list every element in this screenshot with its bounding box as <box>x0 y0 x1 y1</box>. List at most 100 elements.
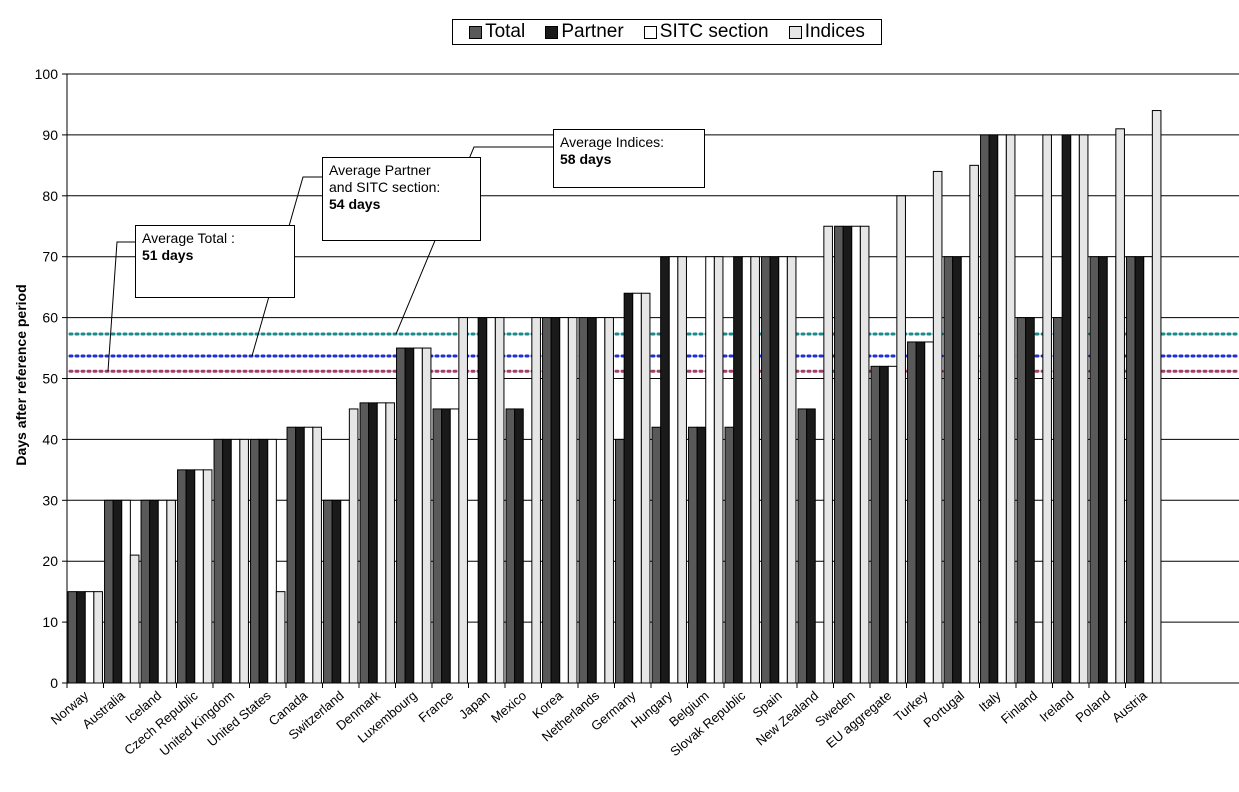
annotation-partner-text-1: Average Partner <box>329 162 431 178</box>
bar-sitc-section <box>194 469 204 684</box>
bar-total <box>286 426 297 684</box>
bar-indices <box>713 256 724 684</box>
bar-indices <box>969 164 979 684</box>
bar-sitc-section <box>413 347 423 684</box>
bar-total <box>1126 256 1136 684</box>
bar-indices <box>604 317 614 684</box>
y-tick-label: 30 <box>42 492 58 508</box>
bar-sitc-section <box>559 317 569 684</box>
bar-total <box>980 134 990 684</box>
bar-partner <box>222 438 232 684</box>
bar-sitc-section <box>376 402 387 684</box>
bar-partner <box>258 438 269 684</box>
bar-total <box>432 408 443 684</box>
bar-indices <box>93 591 103 684</box>
bars-layer <box>67 110 1162 684</box>
bar-partner <box>1098 256 1108 684</box>
bar-partner <box>623 292 634 684</box>
bar-indices <box>385 402 395 684</box>
legend-item-sitc: SITC section <box>643 21 769 43</box>
annotation-total-value: 51 days <box>142 247 194 263</box>
bar-sitc-section <box>157 499 168 684</box>
bar-total <box>1053 317 1063 684</box>
bar-total <box>67 591 78 684</box>
annotation-indices-text: Average Indices: <box>560 134 665 150</box>
bar-total <box>250 438 260 684</box>
bar-partner <box>660 256 670 684</box>
bar-partner <box>696 426 707 684</box>
bar-partner <box>149 499 159 684</box>
bar-total <box>578 317 589 684</box>
legend: Total Partner SITC section Indices <box>452 19 882 45</box>
y-tick-label: 0 <box>50 675 58 691</box>
x-tick-label: Italy <box>976 687 1004 714</box>
bar-partner <box>331 499 342 684</box>
bar-partner <box>404 347 415 684</box>
bar-total <box>323 499 333 684</box>
x-tick-label: France <box>416 688 457 726</box>
x-tick-label: Austria <box>1109 687 1150 725</box>
bar-total <box>870 365 881 684</box>
bar-total <box>797 408 808 684</box>
x-tick-label: Portugal <box>920 688 967 731</box>
bar-indices <box>1078 134 1089 684</box>
x-tick-label: Poland <box>1073 688 1114 726</box>
bar-partner <box>185 469 196 684</box>
bar-indices <box>1005 134 1016 684</box>
bar-indices <box>567 317 578 684</box>
y-tick-label: 60 <box>42 310 58 326</box>
bar-sitc-section <box>449 408 460 684</box>
bar-sitc-section <box>121 499 131 684</box>
y-tick-label: 50 <box>42 371 58 387</box>
annotation-indices-value: 58 days <box>560 151 612 167</box>
bar-total <box>761 256 771 684</box>
bar-indices <box>640 292 651 684</box>
bar-sitc-section <box>84 591 95 684</box>
bar-total <box>724 426 735 684</box>
legend-item-indices: Indices <box>788 21 865 43</box>
bar-indices <box>896 195 906 684</box>
bar-total <box>359 402 370 684</box>
bar-indices <box>421 347 432 684</box>
bar-partner <box>76 591 86 684</box>
bar-sitc-section <box>486 317 496 684</box>
bar-partner <box>368 402 378 684</box>
bar-sitc-section <box>778 256 788 684</box>
annotation-total-text: Average Total : <box>142 230 235 246</box>
y-tick-label: 80 <box>42 188 58 204</box>
legend-swatch-sitc <box>643 25 657 39</box>
y-axis-label: Days after reference period <box>13 284 29 465</box>
bar-indices <box>750 256 760 684</box>
y-tick-label: 70 <box>42 249 58 265</box>
bar-indices <box>129 554 140 684</box>
y-tick-label: 20 <box>42 553 58 569</box>
legend-item-total: Total <box>469 21 525 43</box>
bar-indices <box>932 170 943 684</box>
x-tick-label: Mexico <box>488 688 529 726</box>
bar-sitc-section <box>705 256 715 684</box>
bar-indices <box>239 438 249 684</box>
bar-sitc-section <box>960 256 971 684</box>
annotation-average-partner: Average Partner and SITC section: 54 day… <box>322 157 481 241</box>
bar-sitc-section <box>303 426 314 684</box>
bar-total <box>396 347 406 684</box>
legend-label-sitc: SITC section <box>659 21 769 42</box>
bar-total <box>1089 256 1100 684</box>
annotation-average-indices: Average Indices: 58 days <box>553 129 705 188</box>
bar-total <box>104 499 114 684</box>
bar-indices <box>166 499 176 684</box>
bar-indices <box>275 591 286 684</box>
bar-total <box>177 469 187 684</box>
bar-partner <box>952 256 962 684</box>
bar-sitc-section <box>267 438 277 684</box>
bar-indices <box>1115 128 1125 684</box>
bar-indices <box>823 225 833 684</box>
bar-partner <box>550 317 561 684</box>
bar-sitc-section <box>668 256 679 684</box>
bar-partner <box>879 365 889 684</box>
legend-swatch-partner <box>545 25 559 39</box>
bar-partner <box>988 134 999 684</box>
bar-total <box>615 438 625 684</box>
bar-partner <box>1061 134 1072 684</box>
bar-partner <box>477 317 488 684</box>
